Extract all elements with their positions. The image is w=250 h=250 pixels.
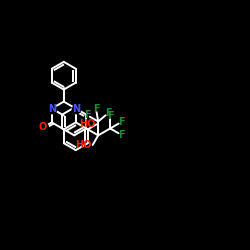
Text: F: F (84, 110, 90, 120)
Text: F: F (105, 108, 111, 118)
Text: N: N (72, 104, 80, 114)
Text: HO: HO (76, 140, 92, 150)
Text: N: N (48, 104, 56, 114)
Text: HO: HO (79, 119, 96, 129)
Text: F: F (118, 117, 124, 127)
Text: O: O (39, 122, 47, 132)
Text: F: F (93, 104, 99, 114)
Text: F: F (107, 111, 114, 121)
Text: F: F (118, 130, 124, 140)
